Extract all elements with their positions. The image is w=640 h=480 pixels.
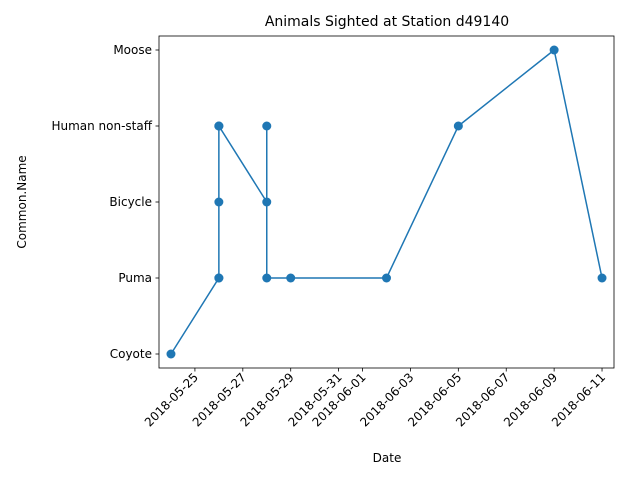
y-tick-label: Puma xyxy=(118,271,152,285)
data-point xyxy=(382,273,391,283)
data-point xyxy=(597,273,607,283)
data-point xyxy=(214,197,224,207)
data-point xyxy=(262,273,272,283)
chart-title: Animals Sighted at Station d49140 xyxy=(265,14,509,30)
data-point xyxy=(549,45,559,55)
data-point xyxy=(166,349,176,359)
data-point xyxy=(214,121,224,131)
data-point xyxy=(214,273,224,283)
series-line xyxy=(170,48,603,355)
data-point xyxy=(262,121,272,131)
y-tick-label: Moose xyxy=(113,43,152,57)
y-tick-label: Human non-staff xyxy=(51,119,152,133)
data-point xyxy=(453,121,463,131)
y-tick-label: Bicycle xyxy=(109,195,152,209)
y-axis-title: Common.Name xyxy=(15,155,29,248)
data-point xyxy=(286,273,296,283)
data-point xyxy=(262,197,272,207)
x-axis-title: Date xyxy=(373,451,402,465)
y-tick-label: Coyote xyxy=(110,347,152,361)
plot-frame xyxy=(158,35,615,369)
